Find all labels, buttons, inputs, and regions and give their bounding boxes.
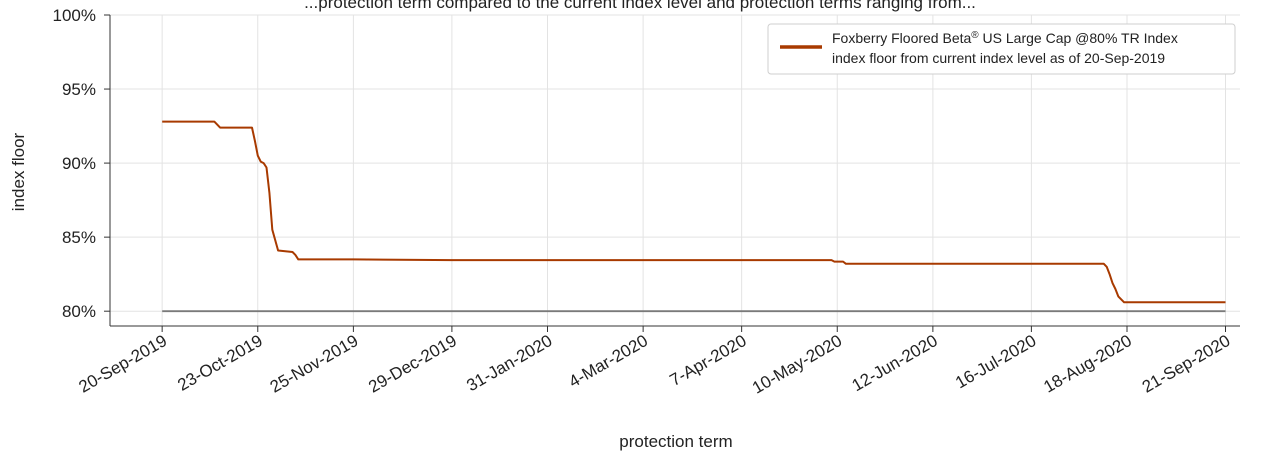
legend-label-line2: index floor from current index level as … bbox=[832, 50, 1165, 66]
y-tick-label: 90% bbox=[62, 154, 96, 173]
x-tick-label: 18-Aug-2020 bbox=[1040, 331, 1135, 397]
grid bbox=[110, 14, 1240, 326]
x-tick-label: 10-May-2020 bbox=[749, 331, 845, 398]
y-tick-label: 85% bbox=[62, 228, 96, 247]
x-tick-label: 23-Oct-2019 bbox=[174, 331, 265, 395]
x-tick-label: 16-Jul-2020 bbox=[952, 331, 1039, 392]
chart-title: ...protection term compared to the curre… bbox=[304, 0, 976, 12]
legend-label-registered: ® bbox=[971, 30, 979, 41]
y-tick-label: 100% bbox=[53, 6, 96, 25]
x-tick-label: 31-Jan-2020 bbox=[463, 331, 555, 395]
legend-label-line1: Foxberry Floored Beta® US Large Cap @80%… bbox=[832, 30, 1178, 46]
y-axis-label: index floor bbox=[9, 132, 28, 211]
y-tick-label: 80% bbox=[62, 302, 96, 321]
x-tick-label: 29-Dec-2019 bbox=[365, 331, 460, 397]
x-tick-label: 7-Apr-2020 bbox=[666, 331, 749, 390]
legend: Foxberry Floored Beta® US Large Cap @80%… bbox=[767, 23, 1236, 75]
x-tick-label: 21-Sep-2020 bbox=[1139, 331, 1234, 397]
x-tick-label: 4-Mar-2020 bbox=[566, 331, 652, 391]
axes bbox=[109, 15, 1240, 327]
legend-label-rest: US Large Cap @80% TR Index bbox=[979, 30, 1178, 46]
x-tick-label: 25-Nov-2019 bbox=[267, 331, 362, 397]
x-tick-label: 20-Sep-2019 bbox=[76, 331, 171, 397]
y-tick-labels: 80% 85% 90% 95% 100% bbox=[53, 6, 110, 321]
x-tick-labels: 20-Sep-2019 23-Oct-2019 25-Nov-2019 29-Dec-… bbox=[76, 326, 1234, 398]
y-tick-label: 95% bbox=[62, 80, 96, 99]
index-floor-line bbox=[162, 120, 1226, 304]
x-axis-label: protection term bbox=[619, 432, 732, 451]
legend-label-main: Foxberry Floored Beta bbox=[832, 30, 971, 46]
x-tick-label: 12-Jun-2020 bbox=[849, 331, 941, 395]
legend-box bbox=[767, 23, 1236, 75]
series-lines bbox=[162, 120, 1226, 313]
